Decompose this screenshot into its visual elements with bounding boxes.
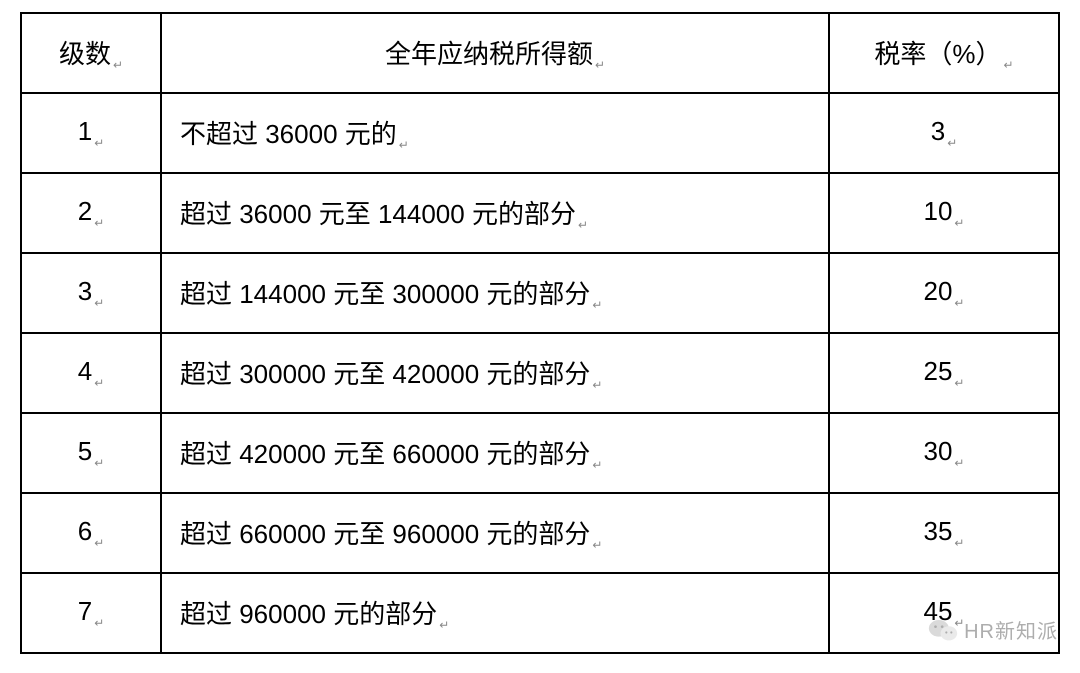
table-row: 6↵ 超过 660000 元至 960000 元的部分↵ 35↵ <box>21 493 1059 573</box>
cell-level: 2↵ <box>21 173 161 253</box>
cell-marker: ↵ <box>954 456 964 470</box>
cell-desc: 超过 660000 元至 960000 元的部分↵ <box>161 493 829 573</box>
cell-desc: 不超过 36000 元的↵ <box>161 93 829 173</box>
cell-rate-text: 20 <box>924 276 953 306</box>
col-header-level: 级数↵ <box>21 13 161 93</box>
cell-desc-text: 超过 36000 元至 144000 元的部分 <box>180 199 576 229</box>
cell-level: 3↵ <box>21 253 161 333</box>
cell-marker: ↵ <box>595 58 605 72</box>
cell-rate: 10↵ <box>829 173 1059 253</box>
cell-desc: 超过 960000 元的部分↵ <box>161 573 829 653</box>
table-row: 7↵ 超过 960000 元的部分↵ 45↵ <box>21 573 1059 653</box>
cell-rate: 35↵ <box>829 493 1059 573</box>
cell-marker: ↵ <box>954 536 964 550</box>
cell-level-text: 4 <box>78 356 92 386</box>
cell-marker: ↵ <box>592 458 602 472</box>
cell-level: 4↵ <box>21 333 161 413</box>
cell-desc-text: 超过 144000 元至 300000 元的部分 <box>180 279 590 309</box>
cell-marker: ↵ <box>94 136 104 150</box>
cell-marker: ↵ <box>592 538 602 552</box>
cell-marker: ↵ <box>94 536 104 550</box>
cell-rate-text: 30 <box>924 436 953 466</box>
cell-marker: ↵ <box>592 378 602 392</box>
wechat-icon <box>928 617 958 643</box>
cell-level-text: 7 <box>78 596 92 626</box>
cell-marker: ↵ <box>592 298 602 312</box>
table-row: 3↵ 超过 144000 元至 300000 元的部分↵ 20↵ <box>21 253 1059 333</box>
cell-rate-text: 25 <box>924 356 953 386</box>
cell-desc-text: 超过 660000 元至 960000 元的部分 <box>180 519 590 549</box>
cell-level-text: 2 <box>78 196 92 226</box>
cell-marker: ↵ <box>1004 58 1014 72</box>
cell-marker: ↵ <box>94 296 104 310</box>
col-header-rate-text: 税率（%） <box>874 39 1001 69</box>
cell-level-text: 3 <box>78 276 92 306</box>
cell-desc: 超过 36000 元至 144000 元的部分↵ <box>161 173 829 253</box>
cell-level: 1↵ <box>21 93 161 173</box>
watermark-text: HR新知派 <box>964 615 1058 644</box>
cell-level-text: 6 <box>78 516 92 546</box>
cell-marker: ↵ <box>94 376 104 390</box>
cell-marker: ↵ <box>113 58 123 72</box>
tax-bracket-table: 级数↵ 全年应纳税所得额↵ 税率（%）↵ 1↵ 不超过 36000 元的↵ <box>20 12 1060 654</box>
cell-desc: 超过 144000 元至 300000 元的部分↵ <box>161 253 829 333</box>
cell-desc: 超过 420000 元至 660000 元的部分↵ <box>161 413 829 493</box>
cell-marker: ↵ <box>94 616 104 630</box>
cell-level-text: 5 <box>78 436 92 466</box>
cell-rate-text: 3 <box>931 116 945 146</box>
cell-desc-text: 超过 420000 元至 660000 元的部分 <box>180 439 590 469</box>
cell-marker: ↵ <box>954 216 964 230</box>
table-header-row: 级数↵ 全年应纳税所得额↵ 税率（%）↵ <box>21 13 1059 93</box>
col-header-rate: 税率（%）↵ <box>829 13 1059 93</box>
watermark: HR新知派 <box>928 615 1058 644</box>
table-row: 1↵ 不超过 36000 元的↵ 3↵ <box>21 93 1059 173</box>
cell-rate: 30↵ <box>829 413 1059 493</box>
cell-level: 7↵ <box>21 573 161 653</box>
cell-desc-text: 超过 960000 元的部分 <box>180 599 437 629</box>
table-row: 5↵ 超过 420000 元至 660000 元的部分↵ 30↵ <box>21 413 1059 493</box>
cell-level: 6↵ <box>21 493 161 573</box>
cell-rate-text: 10 <box>924 196 953 226</box>
cell-level-text: 1 <box>78 116 92 146</box>
col-header-level-text: 级数 <box>59 39 111 69</box>
col-header-desc-text: 全年应纳税所得额 <box>385 39 593 69</box>
cell-rate: 3↵ <box>829 93 1059 173</box>
cell-rate-text: 35 <box>924 516 953 546</box>
cell-marker: ↵ <box>94 456 104 470</box>
cell-marker: ↵ <box>954 296 964 310</box>
table-row: 2↵ 超过 36000 元至 144000 元的部分↵ 10↵ <box>21 173 1059 253</box>
cell-desc-text: 超过 300000 元至 420000 元的部分 <box>180 359 590 389</box>
cell-marker: ↵ <box>439 618 449 632</box>
cell-marker: ↵ <box>954 376 964 390</box>
cell-marker: ↵ <box>578 218 588 232</box>
col-header-desc: 全年应纳税所得额↵ <box>161 13 829 93</box>
cell-marker: ↵ <box>94 216 104 230</box>
cell-level: 5↵ <box>21 413 161 493</box>
cell-rate: 20↵ <box>829 253 1059 333</box>
cell-marker: ↵ <box>947 136 957 150</box>
cell-marker: ↵ <box>399 138 409 152</box>
cell-rate: 25↵ <box>829 333 1059 413</box>
cell-desc: 超过 300000 元至 420000 元的部分↵ <box>161 333 829 413</box>
table-row: 4↵ 超过 300000 元至 420000 元的部分↵ 25↵ <box>21 333 1059 413</box>
cell-desc-text: 不超过 36000 元的 <box>180 119 397 149</box>
